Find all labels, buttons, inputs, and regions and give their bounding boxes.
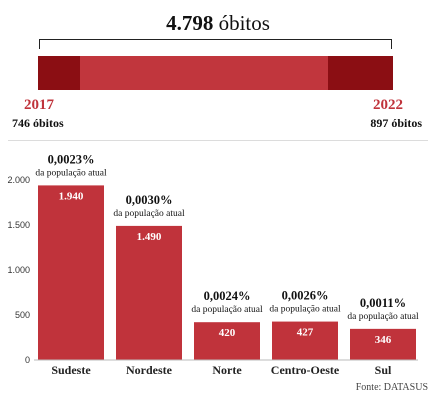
bar <box>350 328 416 360</box>
start-year: 2017 <box>24 97 54 113</box>
end-year-deaths: 897 óbitos <box>370 116 422 130</box>
y-tick-label: 1.500 <box>7 220 30 230</box>
source-note: Fonte: DATASUS <box>355 382 428 393</box>
total-deaths-heading: 4.798 óbitos <box>0 10 436 36</box>
bar-percent-sublabel: da população atual <box>191 305 263 315</box>
bar-value-label: 420 <box>219 327 236 339</box>
bar-percent-label: 0,0030% <box>126 193 173 207</box>
bar-percent-sublabel: da população atual <box>113 209 185 219</box>
period-bar-start-segment <box>38 56 80 90</box>
x-category-label: Sudeste <box>51 363 91 377</box>
end-year: 2022 <box>373 97 403 113</box>
start-year-deaths: 746 óbitos <box>12 116 64 130</box>
bar-value-label: 427 <box>297 327 314 339</box>
bar-value-label: 1.490 <box>137 231 162 243</box>
x-category-label: Norte <box>212 363 242 377</box>
bar-percent-sublabel: da população atual <box>269 305 341 315</box>
bar-percent-sublabel: da população atual <box>347 312 419 322</box>
bar <box>38 185 104 360</box>
bar-percent-label: 0,0023% <box>48 152 95 166</box>
bar-percent-label: 0,0024% <box>204 289 251 303</box>
section-divider <box>8 140 428 141</box>
bar <box>116 225 182 360</box>
total-deaths-unit: óbitos <box>218 11 270 35</box>
y-tick-label: 1.000 <box>7 265 30 275</box>
x-category-label: Sul <box>375 363 392 377</box>
x-category-label: Centro-Oeste <box>271 363 340 377</box>
period-bar <box>38 56 393 90</box>
bar-value-label: 1.940 <box>59 190 84 202</box>
bar-percent-sublabel: da população atual <box>35 168 107 178</box>
y-tick-label: 2.000 <box>7 175 30 185</box>
bar-value-label: 346 <box>375 334 392 346</box>
total-bracket <box>39 39 392 49</box>
bar-percent-label: 0,0026% <box>282 289 329 303</box>
total-deaths-value: 4.798 <box>166 11 214 35</box>
period-bar-end-segment <box>328 56 393 90</box>
bar-percent-label: 0,0011% <box>360 296 406 310</box>
x-category-label: Nordeste <box>126 363 173 377</box>
y-tick-label: 500 <box>15 310 30 320</box>
y-tick-label: 0 <box>25 355 30 365</box>
period-bar-middle-segment <box>80 56 328 90</box>
bar <box>272 321 338 360</box>
bar <box>194 322 260 360</box>
